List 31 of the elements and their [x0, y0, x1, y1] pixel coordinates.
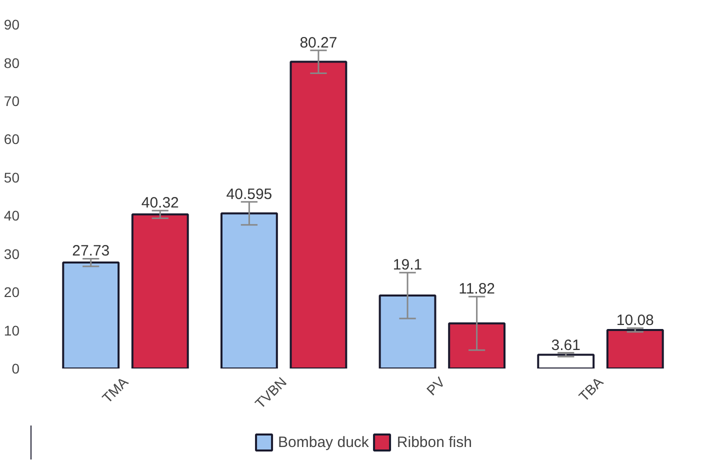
- data-label: 40.595: [226, 186, 272, 203]
- y-tick-label: 10: [4, 322, 20, 338]
- bar: [606, 328, 664, 368]
- legend-label: Bombay duck: [278, 434, 369, 450]
- y-tick-label: 0: [12, 360, 20, 376]
- x-tick-label: TMA: [98, 373, 132, 406]
- data-label: 40.32: [141, 194, 179, 212]
- legend-label: Ribbon fish: [396, 434, 472, 450]
- bar: [537, 354, 595, 368]
- y-tick-label: 40: [4, 208, 20, 224]
- y-tick-label: 30: [4, 246, 20, 262]
- bar: [131, 213, 189, 368]
- y-tick-label: 20: [4, 284, 20, 300]
- bar: [378, 294, 436, 368]
- data-label: 19.1: [392, 256, 422, 274]
- bar: [220, 212, 278, 368]
- y-tick-label: 70: [4, 93, 20, 110]
- y-tick-label: 90: [4, 16, 20, 33]
- x-tick-label: TBA: [576, 373, 607, 404]
- data-label: 11.82: [458, 280, 496, 298]
- bar: [62, 262, 120, 368]
- data-label: 27.73: [72, 242, 110, 260]
- y-tick-label: 80: [4, 54, 20, 71]
- x-tick-label: PV: [423, 373, 448, 398]
- bar: [448, 322, 506, 368]
- data-label: 3.61: [551, 336, 580, 354]
- bar: [290, 60, 348, 368]
- y-tick-label: 60: [4, 131, 20, 148]
- y-tick-label: 50: [4, 169, 20, 186]
- data-label: 80.27: [300, 34, 338, 52]
- data-label: 10.08: [616, 312, 654, 330]
